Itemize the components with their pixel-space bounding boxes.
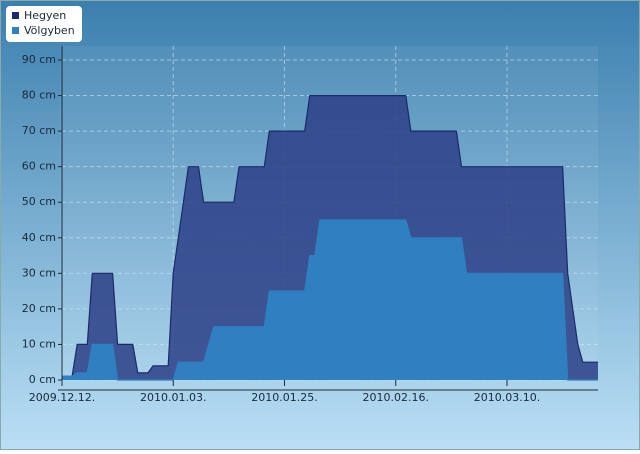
y-tick-label: 30 cm	[22, 266, 56, 279]
y-tick-label: 20 cm	[22, 302, 56, 315]
legend: Hegyen Völgyben	[6, 6, 82, 42]
area-fill	[62, 220, 598, 380]
legend-label: Hegyen	[24, 9, 66, 22]
y-tick-label: 40 cm	[22, 231, 56, 244]
y-tick-label: 60 cm	[22, 160, 56, 173]
area-line	[62, 219, 598, 381]
plot	[62, 95, 598, 381]
x-tick-label: 2010.01.03.	[140, 391, 206, 404]
y-tick-label: 0 cm	[29, 373, 56, 386]
x-tick-label: 2009.12.12.	[29, 391, 95, 404]
legend-swatch	[12, 12, 19, 19]
y-tick-label: 70 cm	[22, 124, 56, 137]
legend-box	[6, 6, 82, 42]
x-tick-label: 2010.02.16.	[362, 391, 428, 404]
legend-label: Völgyben	[24, 24, 75, 37]
x-tick-label: 2010.03.10.	[474, 391, 540, 404]
axes: 0 cm 10 cm 20 cm 30 cm 40 cm 50 cm 60 cm 70 cm 8…	[22, 46, 598, 404]
y-tick-label: 90 cm	[22, 53, 56, 66]
x-tick-label: 2010.01.25.	[251, 391, 317, 404]
y-tick-label: 10 cm	[22, 337, 56, 350]
legend-swatch	[12, 27, 19, 34]
y-tick-label: 80 cm	[22, 89, 56, 102]
area-line	[62, 95, 598, 377]
y-tick-label: 50 cm	[22, 195, 56, 208]
